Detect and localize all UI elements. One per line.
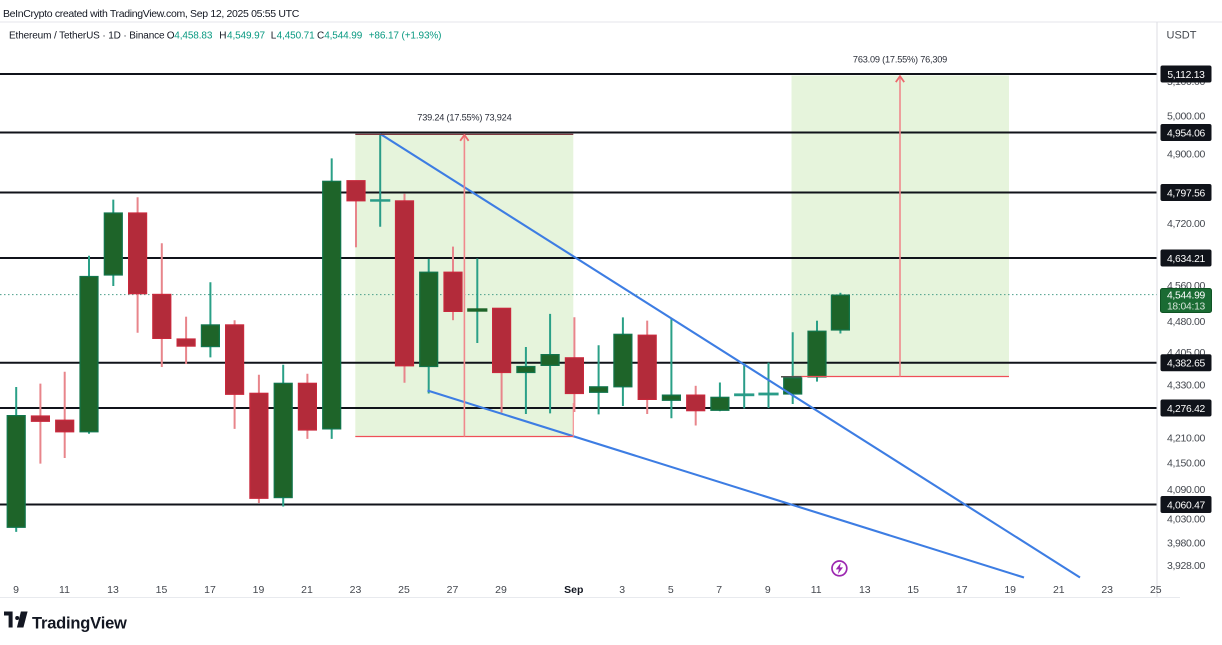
svg-text:25: 25 — [1150, 584, 1162, 596]
svg-text:4,210.00: 4,210.00 — [1167, 433, 1206, 445]
svg-text:15: 15 — [156, 584, 168, 596]
svg-text:29: 29 — [495, 584, 507, 596]
svg-text:13: 13 — [859, 584, 871, 596]
svg-text:4,458.83: 4,458.83 — [174, 31, 213, 42]
svg-text:3,928.00: 3,928.00 — [1167, 560, 1206, 572]
svg-text:5: 5 — [668, 584, 674, 596]
svg-text:739.24 (17.55%) 73,924: 739.24 (17.55%) 73,924 — [417, 113, 511, 123]
svg-text:5,112.13: 5,112.13 — [1167, 70, 1205, 81]
svg-text:11: 11 — [59, 584, 70, 596]
svg-text:4,150.00: 4,150.00 — [1167, 458, 1206, 470]
svg-text:3,980.00: 3,980.00 — [1167, 538, 1206, 550]
svg-text:21: 21 — [301, 584, 313, 596]
svg-text:18:04:13: 18:04:13 — [1167, 302, 1206, 313]
svg-text:23: 23 — [350, 584, 362, 596]
svg-text:763.09 (17.55%) 76,309: 763.09 (17.55%) 76,309 — [853, 55, 947, 65]
svg-text:4,330.00: 4,330.00 — [1167, 380, 1206, 392]
svg-text:23: 23 — [1101, 584, 1113, 596]
svg-text:4,060.47: 4,060.47 — [1167, 501, 1206, 512]
svg-text:4,030.00: 4,030.00 — [1167, 514, 1206, 526]
svg-text:5,000.00: 5,000.00 — [1167, 110, 1206, 122]
svg-text:15: 15 — [907, 584, 919, 596]
svg-text:4,900.00: 4,900.00 — [1167, 149, 1206, 161]
svg-text:C: C — [317, 31, 324, 42]
svg-text:13: 13 — [107, 584, 119, 596]
svg-text:4,450.71: 4,450.71 — [277, 31, 316, 42]
svg-text:Sep: Sep — [564, 584, 583, 596]
svg-text:4,954.06: 4,954.06 — [1167, 129, 1206, 140]
svg-text:17: 17 — [956, 584, 968, 596]
svg-text:4,382.65: 4,382.65 — [1167, 359, 1206, 370]
svg-text:17: 17 — [204, 584, 216, 596]
svg-text:4,544.99: 4,544.99 — [324, 31, 363, 42]
svg-text:4,720.00: 4,720.00 — [1167, 218, 1206, 230]
svg-text:4,797.56: 4,797.56 — [1167, 189, 1206, 200]
svg-text:27: 27 — [447, 584, 459, 596]
svg-text:4,634.21: 4,634.21 — [1167, 254, 1206, 265]
svg-text:L: L — [271, 31, 277, 42]
svg-text:TradingView: TradingView — [32, 615, 127, 633]
svg-text:+86.17 (+1.93%): +86.17 (+1.93%) — [369, 31, 442, 42]
svg-text:9: 9 — [13, 584, 19, 596]
svg-text:7: 7 — [716, 584, 722, 596]
svg-text:4,276.42: 4,276.42 — [1167, 404, 1206, 415]
svg-text:H: H — [219, 31, 226, 42]
svg-text:9: 9 — [765, 584, 771, 596]
svg-text:4,544.99: 4,544.99 — [1167, 291, 1206, 302]
svg-text:19: 19 — [1004, 584, 1016, 596]
svg-text:3: 3 — [619, 584, 625, 596]
svg-text:25: 25 — [398, 584, 410, 596]
svg-text:BeInCrypto created with Tradin: BeInCrypto created with TradingView.com,… — [3, 8, 300, 20]
svg-text:11: 11 — [811, 584, 822, 596]
svg-text:O: O — [167, 31, 175, 42]
svg-text:4,480.00: 4,480.00 — [1167, 316, 1206, 328]
svg-text:Ethereum / TetherUS · 1D · Bin: Ethereum / TetherUS · 1D · Binance — [9, 31, 165, 42]
svg-text:19: 19 — [253, 584, 265, 596]
svg-text:4,549.97: 4,549.97 — [227, 31, 266, 42]
svg-text:4,090.00: 4,090.00 — [1167, 484, 1206, 496]
svg-text:21: 21 — [1053, 584, 1065, 596]
svg-text:USDT: USDT — [1167, 30, 1197, 42]
